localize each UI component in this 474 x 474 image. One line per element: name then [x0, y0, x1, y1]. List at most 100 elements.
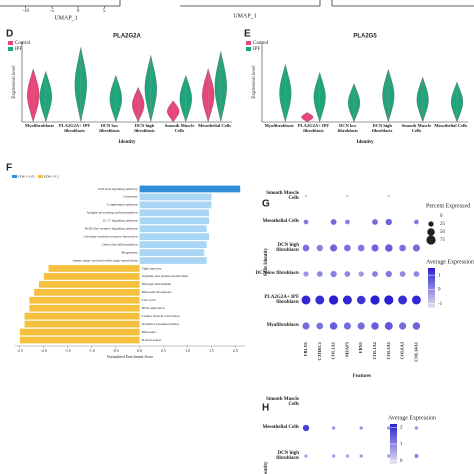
dot	[387, 454, 391, 458]
dot	[412, 322, 421, 330]
x-tick-label: FBLN1	[303, 341, 308, 356]
legend-swatch	[246, 41, 251, 45]
x-tick-label: 0.5	[161, 349, 166, 353]
y-tick-label: PLA2G2A+ IPF fibroblasts	[264, 294, 299, 305]
x-tick-label: -1.5	[65, 349, 71, 353]
x-axis-label: Identity	[357, 140, 374, 145]
legend-label: 1	[400, 442, 403, 447]
bar-label: TGF beta signaling pathway	[98, 187, 138, 191]
dot	[370, 295, 380, 305]
x-tick-label: Myofibroblasts	[24, 124, 55, 128]
bar	[19, 336, 140, 344]
legend-title: Percent Expressed	[426, 203, 470, 209]
legend-dot	[428, 221, 434, 227]
legend-label: IPF	[253, 47, 260, 52]
legend-dot	[427, 228, 435, 236]
x-tick-label: -2.5	[17, 349, 23, 353]
x-tick-label-box: Mesothelial Cells	[434, 124, 467, 128]
dot	[330, 244, 338, 252]
bar	[139, 201, 212, 209]
x-tick-label: COL1A2	[372, 341, 377, 359]
y-axis-label: Expression level	[12, 65, 17, 99]
panel-letter: D	[6, 29, 13, 40]
y-axis-label: Split Identity	[264, 247, 269, 276]
dot	[371, 244, 379, 252]
dot	[303, 271, 309, 277]
legend-label: Control	[15, 41, 31, 46]
x-tick-label-box: DCN high fibroblasts	[134, 124, 155, 133]
bar-label: Ribosome	[142, 330, 157, 334]
y-tick-label-box: DCN high fibroblasts	[276, 243, 299, 253]
dot	[412, 244, 420, 252]
dot	[359, 454, 363, 458]
panel-letter: G	[262, 199, 270, 210]
dot	[316, 271, 323, 277]
x-tick-label: 0	[77, 9, 80, 14]
y-tick-label: Mesothelial Cells	[262, 219, 299, 225]
legend-label: 25	[440, 222, 446, 227]
dot	[342, 295, 352, 305]
bar-label: Oxidative phosphorylation	[142, 322, 180, 326]
x-tick-label-box: Myofibroblasts	[264, 124, 294, 128]
dot	[316, 322, 324, 330]
bar	[139, 209, 210, 217]
legend-label: 75	[440, 238, 446, 243]
x-axis-label: UMAP_1	[233, 13, 256, 19]
panel-letter: H	[262, 403, 269, 414]
dot	[331, 426, 336, 430]
y-tick-label-box: Myofibroblasts	[267, 323, 299, 328]
x-axis-label: Normalized Enrichment Score	[107, 355, 153, 359]
x-tick-label: Myofibroblasts	[264, 124, 294, 128]
legend-title: Average Expression	[388, 415, 436, 421]
x-tick-label: -5	[50, 9, 55, 14]
legend-swatch	[38, 175, 43, 178]
x-tick-label-box: PLA2G2A+ IPF fibroblasts	[298, 124, 329, 133]
bar	[139, 249, 205, 256]
chart-title: PLA2G2A	[113, 34, 141, 40]
dot	[384, 322, 393, 330]
dot	[330, 270, 337, 278]
bar	[139, 225, 207, 233]
bar-label: Cardiac muscle contraction	[142, 314, 181, 318]
x-tick-label: DCN high fibroblasts	[134, 124, 155, 133]
bar-label: Ribosome biogenesis	[142, 290, 172, 294]
dot	[356, 295, 366, 305]
bar-label: Cytokine-cytokine receptor interaction	[83, 234, 137, 238]
legend-label: -1	[438, 302, 443, 307]
x-tick-label: -10	[22, 9, 29, 14]
x-tick-label: Mesothelial Cells	[198, 124, 231, 128]
x-tick-label-box: Smooth Muscle Cells	[165, 124, 195, 133]
y-tick-label-box: Mesothelial Cells	[262, 219, 299, 225]
bar	[139, 193, 212, 201]
legend-label: 50	[440, 230, 446, 235]
bar	[24, 320, 140, 328]
y-tick-label-box: Smooth Muscle Cells	[266, 397, 299, 407]
bar-label: Amino sugar and nucleotide sugar metabol…	[72, 258, 137, 262]
dot	[357, 244, 365, 252]
dot	[358, 271, 364, 277]
y-tick-label-box: DCN low fibroblasts	[255, 271, 299, 276]
x-axis-label: Identity	[119, 140, 136, 145]
colorbar	[428, 268, 435, 308]
bar-label: NOD-like receptor signaling pathway	[85, 227, 138, 231]
bar-label: Tight junction	[142, 266, 162, 270]
x-tick-label: 1.0	[185, 349, 190, 353]
x-tick-label: MFAP5	[344, 341, 349, 357]
legend-label: FDR < 0.05	[18, 174, 35, 178]
x-axis-label: Features	[353, 374, 372, 379]
x-tick-label: CTHRC1	[317, 341, 322, 360]
dot	[330, 219, 337, 225]
y-axis-label: Expression level	[252, 65, 257, 99]
x-tick-label: 0.0	[137, 349, 142, 353]
bar	[29, 296, 140, 304]
dot	[315, 295, 325, 305]
legend-label: 0	[438, 288, 441, 293]
dot	[331, 454, 336, 458]
x-tick-label: DCN low fibroblasts	[337, 124, 359, 133]
legend-label: 1	[438, 273, 441, 278]
x-tick-label-box: DCN low fibroblasts	[337, 124, 359, 133]
x-tick-label: 5	[103, 9, 106, 14]
y-tick-label-box: PLA2G2A+ IPF fibroblasts	[264, 294, 299, 305]
y-tick-label: Mesothelial Cells	[262, 425, 299, 431]
